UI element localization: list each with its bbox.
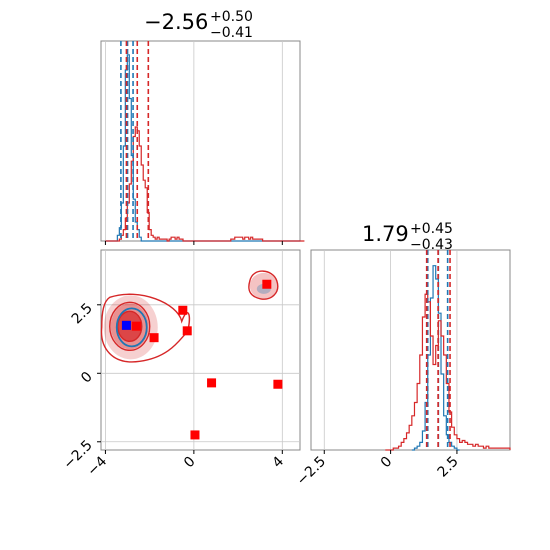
joint-contour-inner — [117, 310, 143, 343]
marginal-1-panel: −2.56 +0.50 −0.41 — [100, 9, 305, 245]
joint-panel: −4 0 4−2.502.5 — [60, 249, 301, 479]
joint-prior-contour — [115, 307, 148, 348]
joint-xtick-label-1: 0 — [181, 454, 199, 472]
joint-contour-mid — [109, 301, 151, 352]
marginal-2-title-sup: +0.45 — [410, 221, 453, 237]
joint-xtick-label-0: −4 — [84, 453, 110, 479]
joint-ytick-label-2: 2.5 — [69, 300, 96, 327]
joint-marker-1 — [131, 321, 141, 331]
marginal-2-panel: −2.5 0 2.5 1.79 +0.45 −0.43 — [294, 221, 511, 489]
marginal-2-title-sub: −0.43 — [410, 237, 453, 253]
marginal-2-xtick-label-0: −2.5 — [294, 454, 329, 489]
joint-marker-7 — [273, 379, 283, 389]
joint-marker-4 — [182, 326, 192, 336]
marginal-2-hist-series-1 — [385, 293, 511, 451]
marginal-1-title-value: −2.56 — [144, 10, 208, 34]
marginal-1-hist-series-0 — [105, 54, 301, 242]
joint-marker-5 — [207, 378, 217, 388]
marginal-1-hist-series-1 — [105, 126, 305, 242]
joint-marker-2 — [149, 333, 159, 343]
joint-contour-outer — [100, 293, 191, 363]
marginal-1-title: −2.56 +0.50 −0.41 — [144, 9, 253, 41]
joint-marker-3 — [178, 305, 188, 315]
marginal-1-title-sub: −0.41 — [210, 25, 253, 41]
joint-xtick-label-2: 4 — [270, 453, 288, 471]
joint-contour-secondary — [248, 270, 279, 300]
joint-marker-9 — [121, 320, 131, 330]
marginal-2-title-value: 1.79 — [362, 222, 409, 246]
marginal-1-title-sup: +0.50 — [210, 9, 253, 25]
marginal-2-title: 1.79 +0.45 −0.43 — [362, 221, 453, 253]
marginal-2-frame — [310, 249, 511, 451]
joint-frame — [100, 249, 301, 451]
joint-marker-8 — [190, 430, 200, 440]
joint-marker-6 — [262, 279, 272, 289]
marginal-2-xtick-label-1: 0 — [378, 454, 396, 472]
joint-ytick-label-1: 0 — [78, 369, 96, 387]
marginal-2-hist-series-0 — [411, 265, 460, 451]
marginal-2-xtick-label-2: 2.5 — [435, 454, 462, 481]
